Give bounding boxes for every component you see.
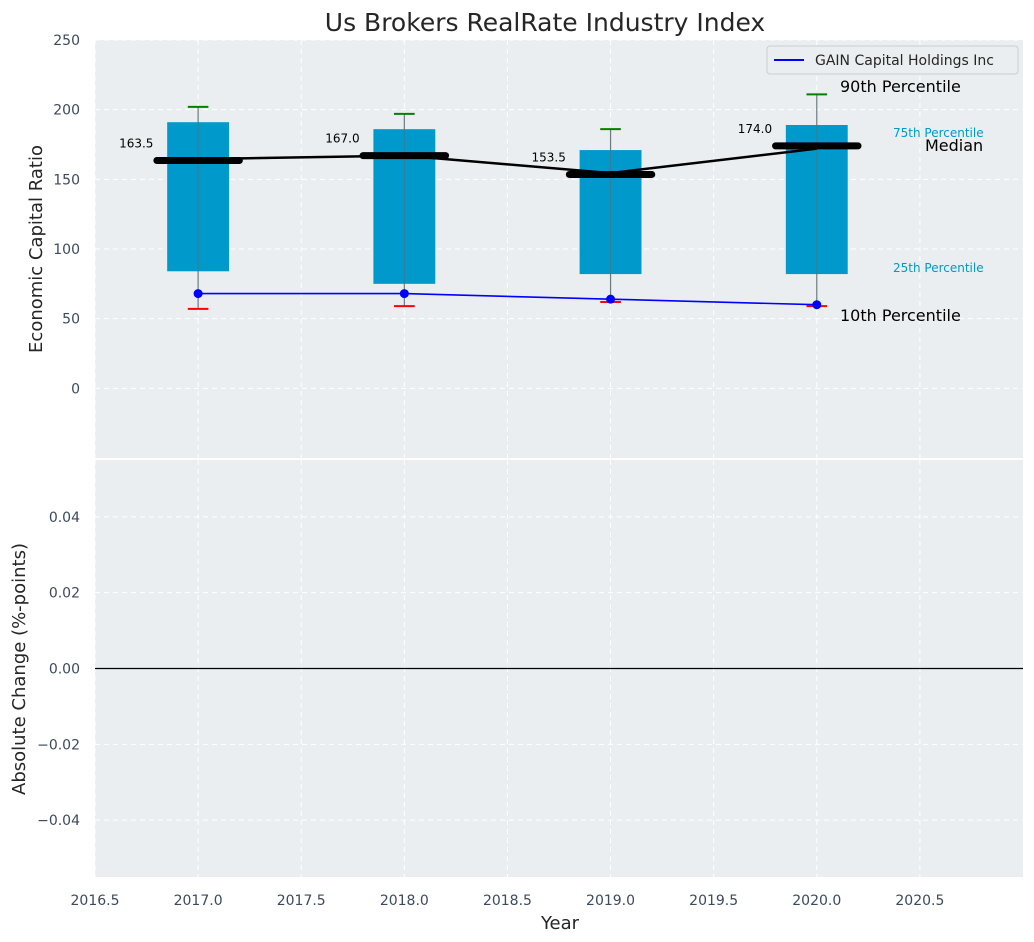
annotation-10th: 10th Percentile [840,306,961,325]
company-series-line [198,292,817,306]
annotation-90th: 90th Percentile [840,77,961,96]
top-y-tick-label: 150 [53,172,80,188]
x-tick-label: 2018.5 [483,893,532,909]
x-tick-label: 2020.5 [895,893,944,909]
top-y-tick-label: 100 [53,242,80,258]
annotation-median: Median [925,136,983,155]
x-tick-label: 2016.5 [71,893,120,909]
x-axis-label: Year [540,913,580,934]
median-value-label: 163.5 [119,137,153,151]
top-y-tick-label: 0 [71,381,80,397]
top-y-tick-label: 200 [53,103,80,119]
annotation-25th: 25th Percentile [893,261,984,275]
chart-title: Us Brokers RealRate Industry Index [325,8,765,37]
top-y-tick-label: 250 [53,33,80,49]
median-value-label: 167.0 [325,132,359,146]
x-tick-label: 2020.0 [792,893,841,909]
x-tick-label: 2017.5 [277,893,326,909]
bottom-y-axis-label: Absolute Change (%-points) [9,543,30,795]
bottom-y-tick-label: 0.00 [49,662,80,678]
median-trend-line [198,147,817,175]
median-value-label: 174.0 [738,122,772,136]
top-y-axis-label: Economic Capital Ratio [26,145,47,353]
company-series-point [606,294,616,304]
x-tick-label: 2019.5 [689,893,738,909]
top-y-ticks: 0 50 100 150 200 250 [53,33,80,397]
x-tick-label: 2019.0 [586,893,635,909]
bottom-y-tick-label: 0.02 [49,586,80,602]
median-value-label: 153.5 [532,150,566,164]
x-tick-label: 2018.0 [380,893,429,909]
annotation-75th: 75th Percentile [893,126,984,140]
bottom-panel: −0.04 −0.02 0.00 0.02 0.04 2016.5 2017.0 2017.… [9,460,1023,934]
bottom-y-tick-label: −0.04 [37,813,80,829]
annotations: 90th Percentile 75th Percentile Median 2… [840,77,984,325]
bottom-y-tick-label: −0.02 [37,737,80,753]
bottom-y-tick-label: 0.04 [49,510,80,526]
x-ticks: 2016.5 2017.0 2017.5 2018.0 2018.5 2019.0 2019… [71,893,945,909]
legend: GAIN Capital Holdings Inc [766,45,1019,75]
x-tick-label: 2017.0 [174,893,223,909]
company-series-point [399,289,409,299]
line-series: 163.5 167.0 153.5 174.0 [119,122,862,310]
company-series-point [193,289,203,299]
top-y-tick-label: 50 [62,312,80,328]
company-series-point [812,300,822,310]
bottom-y-ticks: −0.04 −0.02 0.00 0.02 0.04 [37,510,80,829]
top-panel: 0 50 100 150 200 250 163.5 167.0 153.5 174.0 90t… [26,33,1023,458]
legend-label: GAIN Capital Holdings Inc [815,53,994,69]
legend-box [766,45,1019,75]
